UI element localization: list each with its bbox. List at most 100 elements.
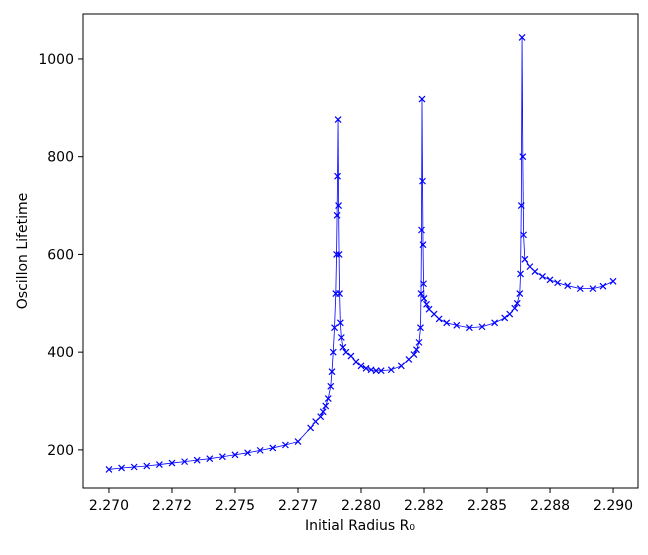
marker	[336, 319, 344, 327]
marker	[418, 226, 425, 234]
marker	[168, 459, 176, 467]
x-tick-label: 2.282	[404, 498, 444, 514]
marker	[339, 343, 347, 351]
marker	[324, 395, 332, 402]
marker	[518, 34, 526, 41]
marker	[130, 463, 138, 471]
marker	[281, 441, 289, 449]
x-axis-label: Initial Radius R₀	[305, 518, 415, 534]
marker	[465, 324, 473, 332]
marker	[478, 323, 486, 331]
marker	[519, 153, 527, 161]
marker	[333, 211, 341, 219]
marker	[372, 367, 380, 375]
marker	[511, 304, 519, 312]
marker	[539, 272, 546, 280]
x-tick-label: 2.280	[341, 498, 381, 514]
marker	[415, 338, 423, 346]
marker	[347, 352, 355, 360]
marker	[335, 250, 343, 258]
marker	[333, 250, 340, 258]
marker	[105, 466, 113, 473]
marker	[387, 366, 395, 374]
marker	[516, 290, 524, 297]
marker	[328, 368, 336, 376]
marker	[435, 315, 443, 323]
marker	[521, 255, 529, 263]
y-tick-label: 1000	[38, 52, 74, 68]
marker	[143, 462, 151, 470]
marker	[329, 348, 337, 356]
marker	[517, 202, 525, 209]
marker	[609, 277, 617, 285]
marker	[181, 458, 188, 466]
marker	[417, 290, 425, 297]
x-tick-label: 2.270	[89, 498, 129, 514]
y-axis-label: Oscillon Lifetime	[15, 193, 31, 309]
marker	[337, 334, 345, 341]
marker	[517, 270, 524, 278]
marker	[377, 367, 385, 375]
marker	[564, 282, 572, 290]
marker	[546, 276, 554, 284]
marker	[397, 362, 405, 370]
marker	[118, 464, 125, 472]
marker	[362, 364, 370, 372]
marker	[218, 453, 226, 461]
marker	[317, 413, 325, 421]
marker	[307, 424, 315, 432]
x-tick-label: 2.277	[278, 498, 318, 514]
marker	[357, 362, 365, 370]
marker	[334, 116, 342, 123]
marker	[589, 285, 597, 293]
marker	[367, 366, 375, 374]
x-tick-label: 2.290	[593, 498, 633, 514]
marker	[231, 451, 239, 459]
marker	[331, 324, 338, 332]
marker	[520, 231, 527, 239]
marker	[410, 351, 418, 359]
marker	[334, 172, 341, 180]
marker	[294, 438, 302, 446]
marker	[491, 319, 499, 327]
marker	[419, 241, 427, 249]
y-tick-label: 400	[47, 345, 74, 361]
marker	[513, 299, 521, 307]
marker	[335, 202, 342, 209]
marker	[443, 319, 451, 327]
marker	[506, 310, 514, 318]
y-tick-label: 200	[47, 443, 74, 459]
marker	[206, 455, 214, 463]
marker	[256, 446, 264, 454]
marker	[342, 348, 350, 356]
marker	[269, 444, 277, 452]
marker	[244, 449, 252, 457]
marker	[420, 280, 427, 288]
marker	[420, 294, 428, 302]
series-line	[108, 37, 614, 470]
marker	[419, 177, 426, 185]
marker	[322, 402, 330, 410]
marker	[418, 95, 426, 103]
marker	[352, 358, 360, 366]
marker	[193, 456, 201, 464]
marker	[599, 282, 607, 290]
y-tick-label: 800	[47, 150, 74, 166]
marker	[554, 279, 562, 287]
marker	[501, 314, 509, 322]
marker	[413, 346, 420, 354]
marker	[336, 290, 344, 297]
x-tick-label: 2.272	[152, 498, 192, 514]
marker	[327, 382, 335, 390]
marker	[423, 300, 430, 308]
y-tick-label: 600	[47, 247, 74, 263]
marker	[531, 268, 539, 275]
marker	[576, 285, 584, 293]
x-tick-label: 2.285	[467, 498, 507, 514]
plot-frame	[82, 13, 639, 489]
marker	[319, 408, 327, 416]
marker	[155, 461, 163, 468]
marker	[417, 324, 424, 332]
marker	[453, 321, 461, 329]
